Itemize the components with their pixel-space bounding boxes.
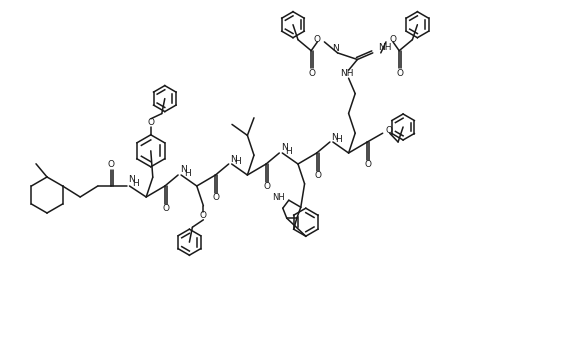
Text: O: O bbox=[108, 160, 115, 169]
Text: H: H bbox=[336, 135, 342, 145]
Text: O: O bbox=[314, 36, 321, 44]
Text: O: O bbox=[314, 171, 321, 180]
Text: H: H bbox=[184, 169, 191, 177]
Text: H: H bbox=[235, 158, 241, 167]
Text: O: O bbox=[309, 69, 316, 78]
Text: O: O bbox=[147, 118, 154, 127]
Text: NH: NH bbox=[378, 43, 391, 52]
Text: NH: NH bbox=[272, 193, 285, 202]
Text: O: O bbox=[264, 182, 271, 191]
Text: N: N bbox=[128, 175, 135, 184]
Text: O: O bbox=[397, 69, 404, 78]
Text: N: N bbox=[332, 44, 339, 53]
Text: O: O bbox=[200, 211, 207, 220]
Text: O: O bbox=[365, 160, 372, 169]
Text: H: H bbox=[132, 179, 139, 187]
Text: O: O bbox=[213, 193, 220, 202]
Text: N: N bbox=[230, 155, 237, 163]
Text: H: H bbox=[285, 146, 292, 156]
Text: N: N bbox=[332, 132, 338, 142]
Text: O: O bbox=[163, 204, 170, 213]
Text: O: O bbox=[386, 126, 393, 135]
Text: N: N bbox=[180, 166, 187, 174]
Text: O: O bbox=[390, 36, 397, 44]
Text: N: N bbox=[281, 144, 288, 153]
Text: NH: NH bbox=[340, 69, 353, 78]
